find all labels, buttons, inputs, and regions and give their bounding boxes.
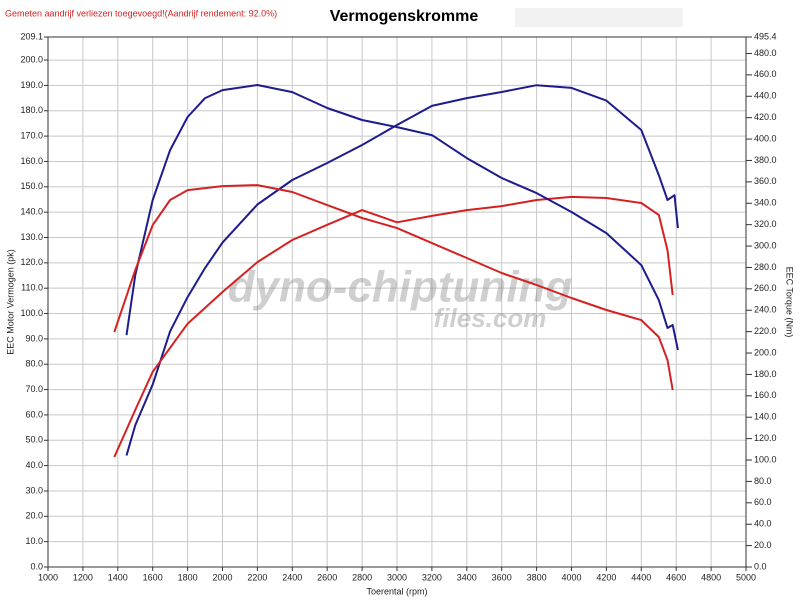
y-tick-label: 50.0	[25, 435, 43, 445]
y2-tick-label: 280.0	[754, 262, 777, 272]
curve	[125, 84, 679, 351]
x-tick-label: 1800	[178, 572, 198, 582]
y-tick-label: 90.0	[25, 333, 43, 343]
y-tick-label: 140.0	[20, 207, 43, 217]
y2-tick-label: 300.0	[754, 240, 777, 250]
y2-tick-label: 260.0	[754, 283, 777, 293]
y-tick-label: 60.0	[25, 409, 43, 419]
curve	[113, 184, 674, 391]
y2-tick-label: 320.0	[754, 219, 777, 229]
x-tick-label: 4400	[631, 572, 651, 582]
chart-title: Vermogenskromme	[330, 8, 479, 25]
y2-tick-label: 120.0	[754, 433, 777, 443]
y2-tick-label: 0.0	[754, 561, 767, 571]
x-tick-label: 3200	[422, 572, 442, 582]
x-tick-label: 3600	[492, 572, 512, 582]
y-tick-label: 160.0	[20, 156, 43, 166]
y-tick-label: 200.0	[20, 54, 43, 64]
x-tick-label: 1200	[73, 572, 93, 582]
y2-tick-label: 460.0	[754, 69, 777, 79]
x-tick-label: 1400	[108, 572, 128, 582]
plot-frame	[47, 36, 747, 568]
x-tick-label: 2000	[212, 572, 232, 582]
y-tick-label: 40.0	[25, 460, 43, 470]
y2-tick-label: 40.0	[754, 519, 772, 529]
y-tick-label: 20.0	[25, 511, 43, 521]
x-tick-label: 1000	[38, 572, 58, 582]
header-box	[515, 8, 683, 27]
y-tick-label: 30.0	[25, 485, 43, 495]
y2-tick-label: 100.0	[754, 454, 777, 464]
y-tick-label: 150.0	[20, 181, 43, 191]
x-axis-label: Toerental (rpm)	[366, 586, 427, 596]
x-tick-label: 3400	[457, 572, 477, 582]
y2-tick-label: 220.0	[754, 326, 777, 336]
y2-tick-label: 60.0	[754, 497, 772, 507]
y2-tick-label: 380.0	[754, 155, 777, 165]
y-tick-label: 100.0	[20, 308, 43, 318]
curve	[125, 84, 679, 456]
x-tick-label: 3000	[387, 572, 407, 582]
y2-tick-label: 360.0	[754, 176, 777, 186]
y2-tick-label: 420.0	[754, 112, 777, 122]
y-tick-label: 180.0	[20, 105, 43, 115]
watermark-line: files.com	[434, 303, 547, 333]
y2-axis-label: EEC Torque (Nm)	[785, 267, 795, 338]
y2-tick-label: 20.0	[754, 540, 772, 550]
x-tick-label: 4000	[561, 572, 581, 582]
x-tick-label: 2200	[247, 572, 267, 582]
y2-tick-label: 240.0	[754, 305, 777, 315]
x-tick-label: 4800	[701, 572, 721, 582]
y2-tick-label: 180.0	[754, 369, 777, 379]
curve	[113, 195, 674, 458]
y2-tick-label: 495.4	[754, 31, 777, 41]
y2-tick-label: 80.0	[754, 476, 772, 486]
x-tick-label: 2600	[317, 572, 337, 582]
y-tick-label: 170.0	[20, 130, 43, 140]
x-tick-label: 4600	[666, 572, 686, 582]
x-tick-label: 5000	[736, 572, 756, 582]
x-tick-label: 2800	[352, 572, 372, 582]
y-tick-label: 209.1	[20, 31, 43, 41]
y2-tick-label: 400.0	[754, 133, 777, 143]
y-tick-label: 130.0	[20, 232, 43, 242]
x-tick-label: 3800	[527, 572, 547, 582]
x-tick-label: 1600	[143, 572, 163, 582]
x-tick-label: 2400	[282, 572, 302, 582]
y2-tick-label: 340.0	[754, 198, 777, 208]
y-tick-label: 190.0	[20, 80, 43, 90]
y-tick-label: 120.0	[20, 257, 43, 267]
y-tick-label: 10.0	[25, 536, 43, 546]
x-tick-label: 4200	[596, 572, 616, 582]
y2-tick-label: 160.0	[754, 390, 777, 400]
y2-tick-label: 440.0	[754, 91, 777, 101]
y-tick-label: 0.0	[30, 561, 43, 571]
y2-tick-label: 200.0	[754, 347, 777, 357]
y-axis-label: EEC Motor Vermogen (pk)	[5, 249, 15, 355]
y2-tick-label: 480.0	[754, 48, 777, 58]
y2-tick-label: 140.0	[754, 412, 777, 422]
y-tick-label: 70.0	[25, 384, 43, 394]
y-tick-label: 110.0	[21, 283, 43, 293]
y-tick-label: 80.0	[25, 359, 43, 369]
note: Gemeten aandrijf verliezen toegevoegd!(A…	[5, 8, 277, 18]
watermark-line: dyno-chiptuning	[228, 263, 573, 312]
